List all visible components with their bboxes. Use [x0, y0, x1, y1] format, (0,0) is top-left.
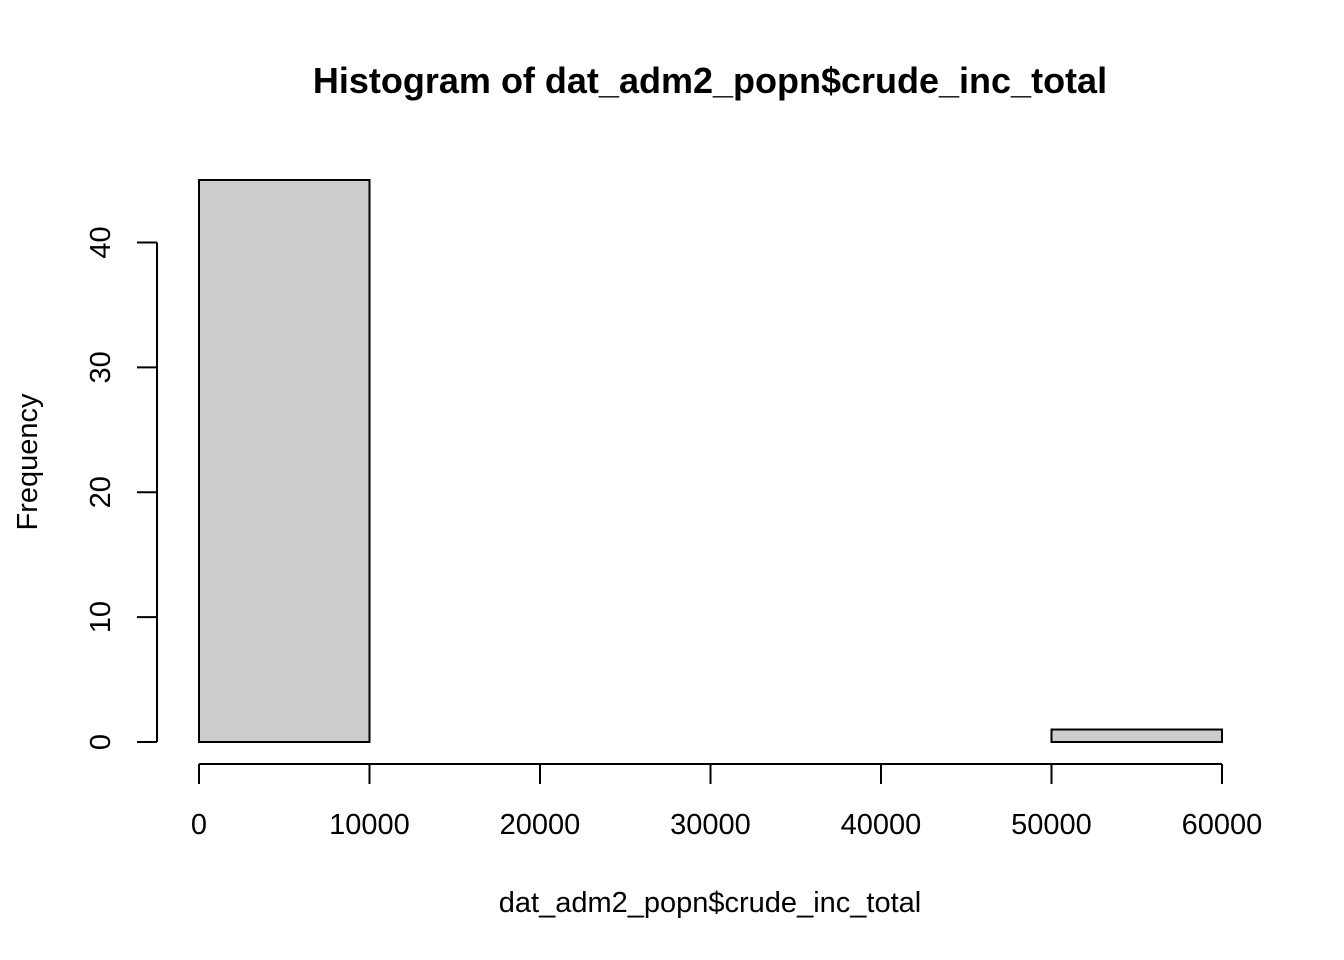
x-tick-label: 40000	[841, 809, 922, 841]
x-tick-label: 30000	[670, 809, 751, 841]
y-tick-label: 10	[85, 601, 117, 633]
bars-layer	[198, 179, 1223, 743]
x-axis: 0 10000 20000 30000 40000 50000 60000	[191, 763, 1263, 841]
x-tick-label: 50000	[1011, 809, 1092, 841]
y-tick-label: 30	[85, 351, 117, 383]
y-tick-label: 0	[85, 734, 117, 750]
y-axis: 0 10 20 30 40	[85, 226, 158, 750]
y-axis-label: Frequency	[12, 393, 44, 531]
x-axis-label: dat_adm2_popn$crude_inc_total	[499, 887, 921, 919]
y-tick-label: 20	[85, 476, 117, 508]
x-tick-label: 10000	[329, 809, 410, 841]
histogram-bar-5	[1050, 728, 1223, 743]
x-tick-label: 60000	[1182, 809, 1263, 841]
chart-title: Histogram of dat_adm2_popn$crude_inc_tot…	[313, 60, 1107, 101]
x-tick-label: 0	[191, 809, 207, 841]
x-tick-label: 20000	[500, 809, 581, 841]
y-tick-label: 40	[85, 226, 117, 258]
histogram-bar-0	[198, 179, 371, 743]
